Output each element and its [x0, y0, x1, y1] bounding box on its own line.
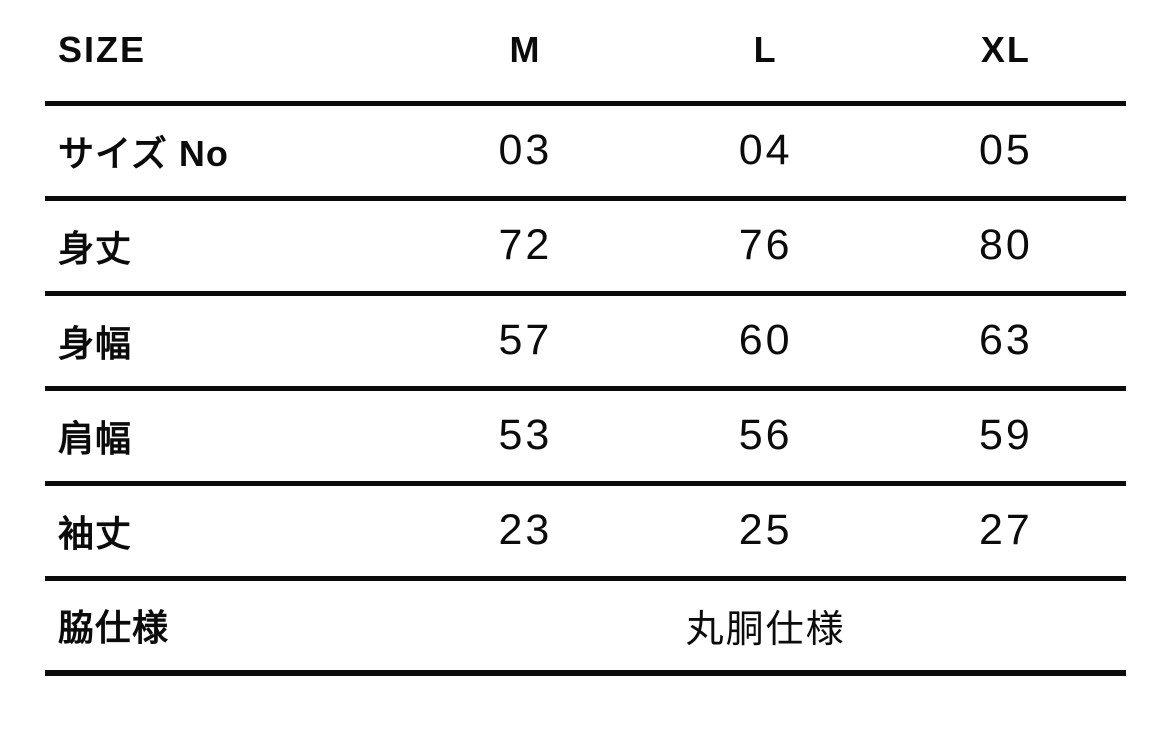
header-row: SIZE M L XL: [45, 0, 1126, 106]
table-row-body-length: 身丈 72 76 80: [45, 198, 1126, 296]
cell-shoulder-width-m: 53: [405, 388, 646, 486]
cell-sleeve-length-m: 23: [405, 483, 646, 581]
cell-shoulder-width-l: 56: [645, 388, 886, 486]
cell-shoulder-width-xl: 59: [885, 388, 1126, 486]
cell-body-width-l: 60: [645, 293, 886, 391]
row-label-sleeve-length: 袖丈: [45, 483, 406, 581]
row-label-shoulder-width: 肩幅: [45, 388, 406, 486]
size-chart: SIZE M L XL サイズ No 03 04 05 身丈 72 76 80 …: [45, 0, 1126, 676]
cell-sleeve-length-l: 25: [645, 483, 886, 581]
table-row-shoulder-width: 肩幅 53 56 59: [45, 388, 1126, 486]
row-label-side-spec: 脇仕様: [45, 578, 406, 676]
cell-size-no-l: 04: [645, 103, 886, 201]
cell-body-length-m: 72: [405, 198, 646, 296]
cell-body-length-l: 76: [645, 198, 886, 296]
cell-body-width-xl: 63: [885, 293, 1126, 391]
column-header-xl: XL: [885, 0, 1126, 106]
table-row-sleeve-length: 袖丈 23 25 27: [45, 483, 1126, 581]
column-header-size: SIZE: [45, 0, 406, 106]
cell-side-spec-value: 丸胴仕様: [405, 578, 1126, 676]
cell-sleeve-length-xl: 27: [885, 483, 1126, 581]
cell-body-length-xl: 80: [885, 198, 1126, 296]
size-chart-table: SIZE M L XL サイズ No 03 04 05 身丈 72 76 80 …: [45, 0, 1126, 676]
cell-size-no-xl: 05: [885, 103, 1126, 201]
row-label-body-length: 身丈: [45, 198, 406, 296]
row-label-body-width: 身幅: [45, 293, 406, 391]
column-header-m: M: [405, 0, 646, 106]
column-header-l: L: [645, 0, 886, 106]
table-row-body-width: 身幅 57 60 63: [45, 293, 1126, 391]
cell-body-width-m: 57: [405, 293, 646, 391]
row-label-size-no: サイズ No: [45, 103, 406, 201]
cell-size-no-m: 03: [405, 103, 646, 201]
table-row-size-no: サイズ No 03 04 05: [45, 103, 1126, 201]
table-row-side-spec: 脇仕様 丸胴仕様: [45, 578, 1126, 676]
